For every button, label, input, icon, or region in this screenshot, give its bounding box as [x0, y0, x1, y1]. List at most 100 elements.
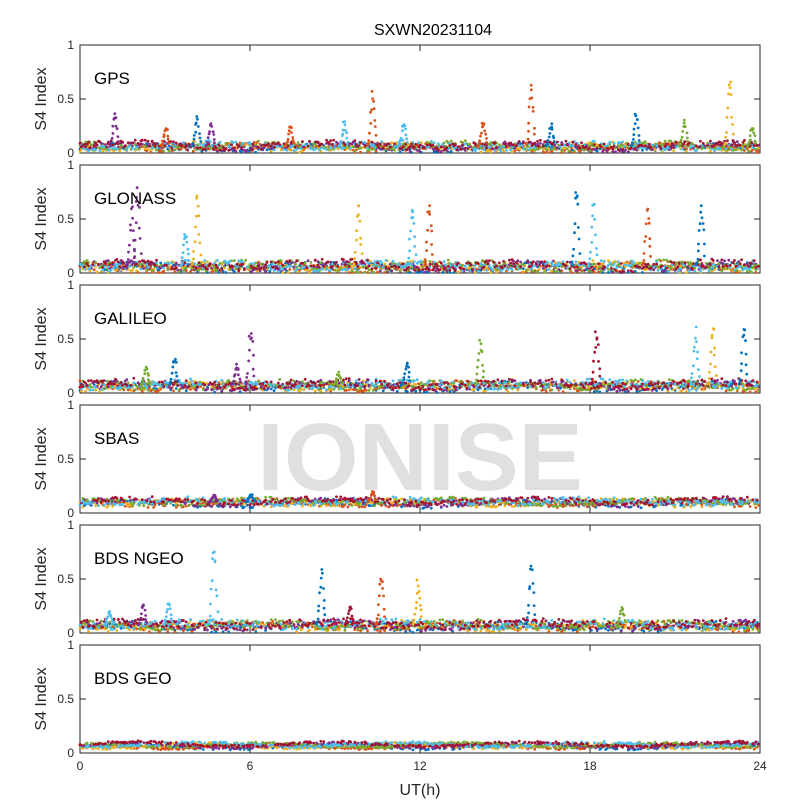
data-point [390, 265, 394, 269]
data-point [250, 262, 253, 265]
data-point [710, 266, 714, 269]
data-point [412, 260, 416, 263]
data-point [531, 269, 535, 273]
data-point [159, 261, 163, 265]
data-point [370, 140, 374, 144]
data-point [510, 268, 514, 272]
data-point [299, 147, 303, 151]
data-point [326, 260, 330, 264]
data-point [140, 138, 144, 142]
spike-point [373, 119, 377, 122]
spike-point [357, 213, 360, 217]
data-point [573, 387, 576, 390]
data-point [526, 148, 530, 152]
data-point [223, 266, 226, 270]
data-point [259, 262, 263, 265]
data-point [357, 271, 361, 274]
data-point [571, 140, 575, 144]
data-point [488, 259, 491, 262]
spike-point [185, 240, 189, 244]
data-point [401, 138, 405, 142]
data-point [346, 260, 350, 264]
spike-point [552, 140, 556, 143]
data-point [197, 269, 201, 272]
spike-point [404, 133, 408, 137]
data-point [166, 268, 170, 272]
spike-point [695, 261, 698, 265]
data-point [539, 142, 542, 145]
data-point [626, 150, 630, 154]
data-point [309, 264, 313, 268]
data-point [208, 262, 212, 266]
data-point [693, 269, 697, 273]
data-point [380, 140, 384, 144]
data-point [441, 142, 445, 146]
data-point [347, 265, 351, 268]
data-point [587, 144, 590, 147]
data-point [543, 140, 547, 144]
data-point [353, 139, 357, 143]
data-point [319, 389, 323, 393]
data-point [658, 258, 661, 262]
data-point [361, 263, 365, 267]
y-tick-label: 1 [67, 38, 74, 52]
data-point [199, 142, 202, 146]
spike-point [590, 225, 594, 229]
data-point [679, 267, 683, 270]
data-point [184, 269, 188, 272]
spike-point [197, 233, 201, 236]
data-point [757, 146, 760, 150]
data-point [281, 263, 284, 267]
data-point [479, 262, 483, 266]
data-point [367, 264, 371, 268]
data-point [631, 270, 634, 273]
data-point [717, 262, 721, 265]
data-point [512, 262, 515, 265]
data-point [615, 265, 619, 269]
data-point [495, 270, 498, 274]
spike-point [166, 134, 170, 138]
data-point [560, 149, 564, 153]
data-point [526, 260, 530, 264]
spike-point [368, 131, 371, 135]
data-point [173, 148, 177, 152]
spike-point [133, 238, 137, 242]
spike-point [679, 142, 683, 145]
spike-point [190, 261, 194, 264]
data-point [84, 389, 88, 393]
data-point [177, 270, 181, 273]
spike-point [727, 83, 731, 87]
data-point [271, 265, 275, 269]
spike-point [703, 254, 706, 258]
data-point [143, 138, 147, 142]
data-point [342, 258, 345, 261]
data-point [118, 265, 122, 268]
data-point [285, 265, 289, 269]
data-point [308, 139, 311, 143]
data-point [632, 261, 636, 265]
data-point [546, 264, 549, 267]
data-point [611, 271, 615, 274]
y-tick-label: 1 [67, 158, 74, 172]
data-point [461, 263, 464, 267]
spike-point [648, 244, 652, 248]
data-point [183, 261, 187, 264]
data-point [347, 271, 351, 274]
data-point [95, 270, 99, 274]
spike-point [635, 118, 639, 121]
data-point [720, 258, 724, 262]
data-point [573, 149, 576, 153]
data-point [734, 264, 738, 268]
data-point [87, 264, 90, 268]
data-point [522, 263, 525, 267]
data-point [456, 145, 460, 149]
data-point [648, 142, 651, 146]
spike-point [428, 204, 431, 208]
data-point [245, 148, 249, 152]
spike-point [287, 129, 291, 133]
data-point [114, 262, 117, 266]
data-point [174, 387, 178, 390]
data-point [489, 150, 493, 154]
data-point [638, 261, 641, 265]
spike-point [546, 142, 549, 146]
